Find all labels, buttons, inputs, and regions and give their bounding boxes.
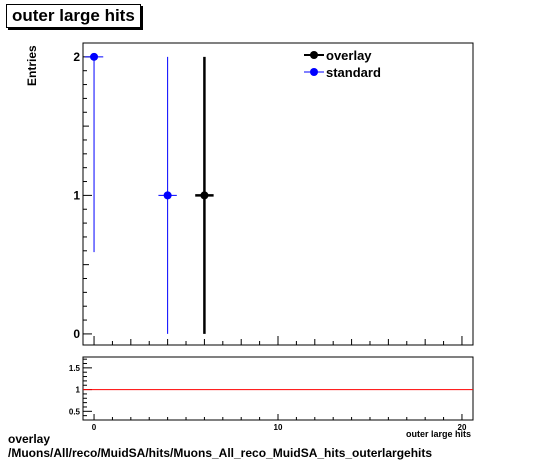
y-tick-label: 0 [73, 327, 80, 341]
ratio-y-tick-label: 0.5 [69, 407, 81, 416]
y-axis-label: Entries [25, 45, 39, 86]
footer-path: /Muons/All/reco/MuidSA/hits/Muons_All_re… [8, 446, 433, 460]
ratio-x-tick-label: 20 [458, 423, 467, 432]
y-tick-label: 1 [73, 188, 80, 202]
ratio-frame [82, 356, 474, 421]
legend-standard-marker [310, 68, 318, 76]
legend-overlay-label: overlay [326, 48, 372, 63]
legend-standard-label: standard [326, 65, 381, 80]
y-tick-label: 2 [73, 50, 80, 64]
main-frame [82, 42, 474, 346]
ratio-x-tick-label: 0 [92, 423, 97, 432]
x-axis-label: outer large hits [406, 429, 471, 439]
ratio-y-tick-label: 1 [76, 386, 81, 395]
ratio-y-tick-label: 1.5 [69, 364, 81, 373]
footer-overlay: overlay [8, 432, 51, 446]
overlay-data-point [200, 191, 209, 200]
standard-data-point [90, 52, 99, 61]
ratio-x-tick-label: 10 [274, 423, 283, 432]
histogram-title: outer large hits [6, 4, 141, 28]
legend: overlay standard [304, 48, 381, 80]
standard-data-point [163, 191, 172, 200]
legend-overlay-marker [310, 51, 318, 59]
